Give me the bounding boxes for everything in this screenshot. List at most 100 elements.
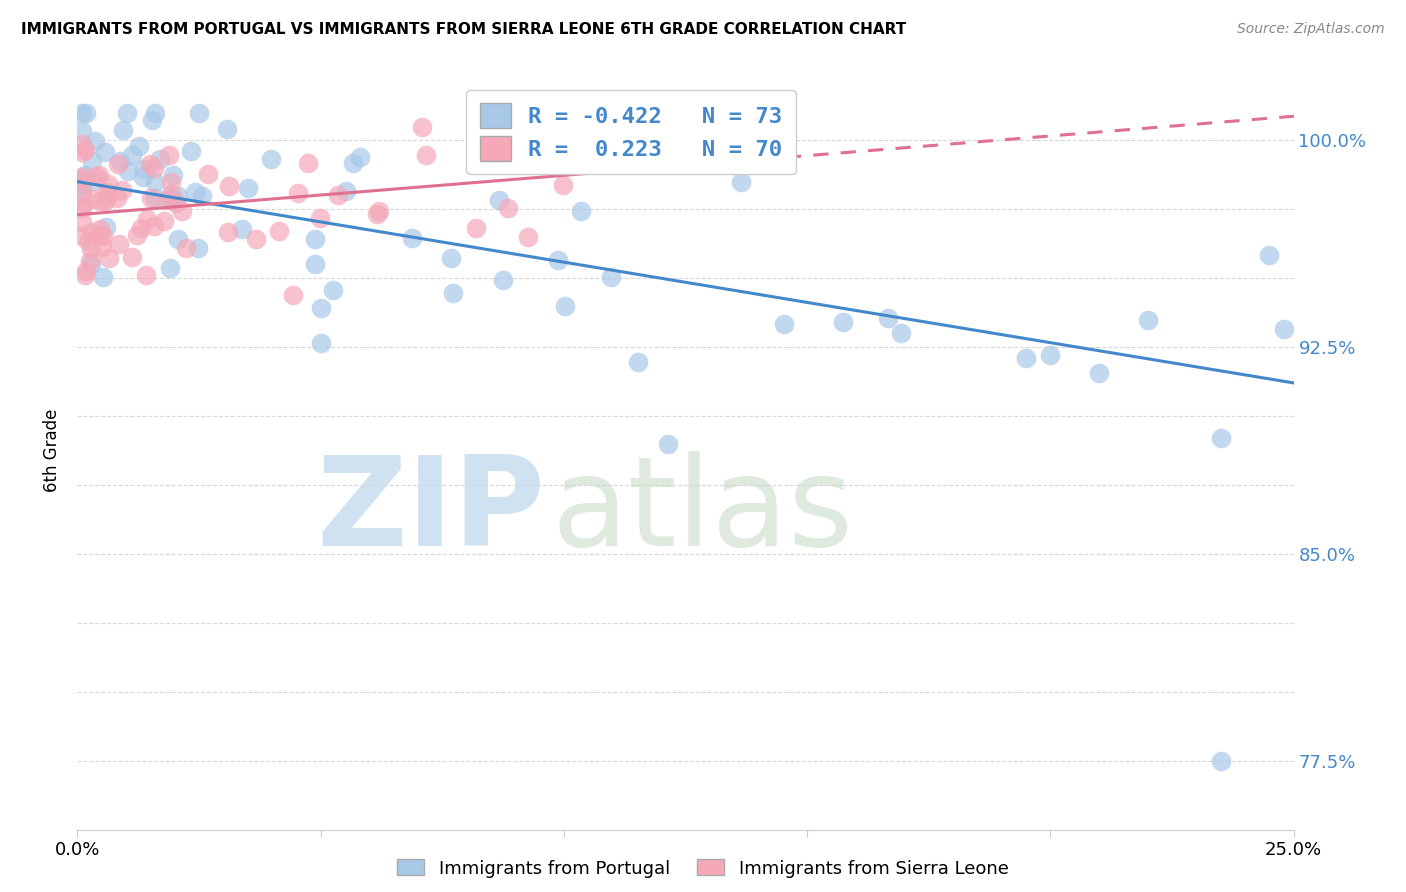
Text: Source: ZipAtlas.com: Source: ZipAtlas.com	[1237, 22, 1385, 37]
Point	[91, 270, 114, 285]
Point	[415, 148, 437, 162]
Point	[1272, 321, 1295, 335]
Point	[155, 193, 177, 207]
Point	[70, 123, 93, 137]
Point	[107, 157, 129, 171]
Point	[98, 251, 121, 265]
Point	[162, 169, 184, 183]
Y-axis label: 6th Grade: 6th Grade	[44, 409, 62, 492]
Point	[304, 232, 326, 246]
Point	[141, 113, 163, 128]
Point	[117, 164, 139, 178]
Point	[139, 191, 162, 205]
Point	[70, 228, 93, 243]
Point	[97, 178, 120, 192]
Point	[245, 232, 267, 246]
Point	[187, 105, 209, 120]
Point	[70, 136, 93, 151]
Point	[108, 236, 131, 251]
Point	[1136, 312, 1159, 326]
Point	[83, 174, 105, 188]
Point	[165, 196, 187, 211]
Point	[401, 231, 423, 245]
Point	[121, 250, 143, 264]
Point	[75, 143, 97, 157]
Text: ZIP: ZIP	[316, 450, 546, 572]
Point	[1209, 431, 1232, 445]
Point	[91, 240, 114, 254]
Point	[139, 157, 162, 171]
Point	[128, 138, 150, 153]
Point	[89, 194, 111, 209]
Point	[547, 252, 569, 267]
Point	[328, 187, 350, 202]
Point	[554, 299, 576, 313]
Point	[84, 169, 107, 183]
Point	[197, 167, 219, 181]
Point	[1088, 366, 1111, 380]
Point	[143, 161, 166, 176]
Point	[831, 315, 853, 329]
Point	[411, 120, 433, 134]
Point	[1258, 247, 1281, 261]
Point	[82, 192, 104, 206]
Point	[322, 283, 344, 297]
Point	[236, 181, 259, 195]
Point	[569, 203, 592, 218]
Point	[89, 227, 111, 242]
Point	[84, 134, 107, 148]
Point	[308, 211, 330, 226]
Point	[70, 173, 93, 187]
Point	[167, 189, 190, 203]
Point	[82, 154, 104, 169]
Text: IMMIGRANTS FROM PORTUGAL VS IMMIGRANTS FROM SIERRA LEONE 6TH GRADE CORRELATION C: IMMIGRANTS FROM PORTUGAL VS IMMIGRANTS F…	[21, 22, 907, 37]
Point	[231, 222, 253, 236]
Point	[89, 221, 111, 235]
Point	[136, 212, 159, 227]
Point	[1209, 754, 1232, 768]
Text: atlas: atlas	[551, 450, 853, 572]
Point	[132, 162, 155, 177]
Point	[657, 436, 679, 450]
Point	[96, 186, 118, 200]
Point	[129, 220, 152, 235]
Point	[877, 311, 900, 326]
Point	[551, 178, 574, 193]
Point	[162, 193, 184, 207]
Point	[80, 257, 103, 271]
Point	[96, 191, 118, 205]
Point	[108, 154, 131, 169]
Point	[70, 169, 93, 184]
Point	[157, 148, 180, 162]
Point	[1039, 348, 1062, 362]
Point	[143, 219, 166, 234]
Point	[600, 269, 623, 284]
Point	[283, 287, 305, 301]
Point	[70, 199, 93, 213]
Point	[160, 186, 183, 201]
Point	[91, 229, 114, 244]
Point	[180, 144, 202, 158]
Point	[143, 175, 166, 189]
Point	[153, 214, 176, 228]
Point	[77, 234, 100, 248]
Point	[217, 225, 239, 239]
Point	[309, 336, 332, 351]
Point	[174, 241, 197, 255]
Point	[70, 105, 93, 120]
Point	[94, 220, 117, 235]
Point	[627, 355, 650, 369]
Point	[367, 204, 389, 219]
Point	[297, 155, 319, 169]
Point	[160, 191, 183, 205]
Point	[191, 189, 214, 203]
Point	[440, 251, 463, 265]
Point	[890, 326, 912, 340]
Point	[143, 105, 166, 120]
Point	[70, 190, 93, 204]
Legend: R = -0.422   N = 73, R =  0.223   N = 70: R = -0.422 N = 73, R = 0.223 N = 70	[467, 90, 796, 174]
Point	[125, 228, 148, 243]
Point	[555, 120, 578, 134]
Point	[121, 148, 143, 162]
Point	[73, 168, 96, 182]
